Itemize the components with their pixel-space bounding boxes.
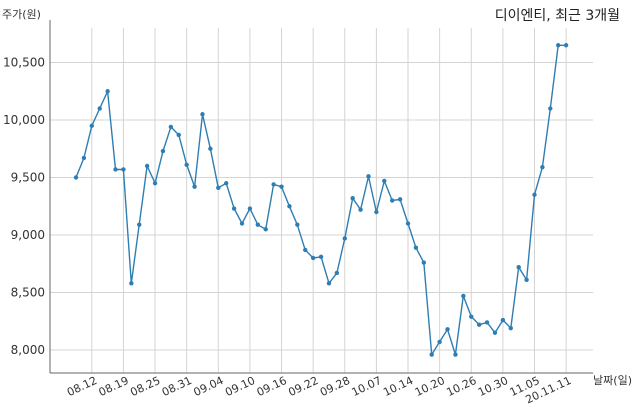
data-point	[168, 124, 174, 130]
data-point	[556, 43, 561, 48]
data-point	[184, 162, 189, 168]
y-tick-label: 10,500	[3, 56, 45, 70]
data-point	[137, 222, 142, 227]
grid-lines	[50, 28, 593, 373]
y-tick-label: 9,500	[11, 171, 45, 185]
data-point	[532, 192, 537, 197]
data-point	[421, 260, 427, 265]
data-point	[247, 206, 253, 211]
data-point	[216, 185, 221, 191]
x-tick-label: 09.22	[286, 374, 320, 399]
x-tick-label: 09.16	[255, 374, 289, 399]
data-point	[366, 174, 371, 179]
data-point	[469, 314, 474, 319]
data-point	[303, 247, 308, 253]
series-line	[75, 44, 567, 357]
data-point	[390, 198, 395, 203]
data-point	[500, 317, 506, 323]
chart-title: 디이엔티, 최근 3개월	[494, 8, 620, 24]
y-tick-label: 10,000	[3, 113, 45, 127]
data-point	[413, 245, 419, 250]
data-point	[144, 163, 150, 169]
x-tick-label: 09.04	[192, 374, 226, 399]
data-point	[445, 327, 450, 332]
x-tick-label: 08.25	[128, 374, 162, 399]
data-point	[310, 255, 316, 261]
y-tick-label: 8,000	[11, 343, 45, 357]
data-point	[382, 178, 387, 184]
data-point	[358, 207, 363, 212]
data-point	[476, 322, 482, 327]
data-point	[271, 182, 276, 187]
price-series	[73, 43, 569, 357]
data-point	[81, 155, 87, 161]
data-point	[397, 197, 403, 202]
data-point	[453, 352, 458, 357]
x-tick-label: 10.26	[444, 374, 478, 399]
data-point	[350, 196, 355, 201]
data-point	[89, 123, 95, 128]
data-point	[508, 325, 513, 331]
y-tick-label: 8,500	[11, 286, 45, 300]
x-tick-label: 08.19	[97, 374, 131, 399]
x-tick-label: 09.10	[223, 374, 257, 399]
data-point	[548, 106, 553, 111]
data-point	[200, 112, 205, 117]
x-tick-label: 10.07	[350, 374, 384, 399]
x-tick-label: 09.28	[318, 374, 352, 399]
y-tick-label: 9,000	[11, 228, 45, 242]
data-point	[113, 167, 118, 172]
data-point	[255, 222, 261, 227]
data-point	[287, 204, 292, 209]
data-point	[121, 167, 126, 172]
axes	[49, 20, 593, 374]
x-axis-label: 날짜(일)	[593, 374, 632, 387]
data-point	[437, 339, 442, 345]
data-point	[326, 281, 332, 286]
data-point	[176, 132, 181, 138]
x-tick-label: 10.30	[476, 374, 510, 399]
data-point	[342, 236, 347, 241]
data-point	[492, 330, 498, 335]
x-tick-label: 08.31	[160, 374, 194, 399]
tick-labels: 8,0008,5009,0009,50010,00010,50008.1208.…	[3, 56, 573, 407]
data-point	[461, 293, 466, 299]
data-point	[516, 265, 521, 270]
data-point	[97, 106, 102, 111]
data-point	[160, 148, 166, 154]
data-point	[279, 184, 284, 189]
data-point	[129, 281, 134, 286]
data-point	[192, 184, 197, 189]
data-point	[484, 320, 490, 325]
data-point	[405, 221, 411, 226]
data-point	[318, 254, 324, 260]
x-tick-label: 08.12	[65, 374, 99, 399]
data-point	[152, 181, 158, 186]
data-point	[73, 175, 79, 180]
data-point	[239, 221, 245, 226]
data-point	[263, 227, 268, 232]
data-point	[563, 43, 569, 48]
data-point	[524, 277, 529, 283]
data-point	[374, 209, 379, 215]
y-axis-label: 주가(원)	[2, 8, 41, 21]
data-point	[208, 146, 213, 151]
data-point	[540, 164, 545, 170]
data-point	[105, 89, 110, 94]
data-point	[231, 206, 237, 211]
data-point	[334, 270, 340, 276]
x-tick-label: 10.20	[413, 374, 447, 399]
x-tick-label: 10.14	[381, 374, 415, 399]
data-point	[295, 222, 300, 227]
data-point	[223, 181, 229, 186]
data-point	[429, 352, 434, 357]
